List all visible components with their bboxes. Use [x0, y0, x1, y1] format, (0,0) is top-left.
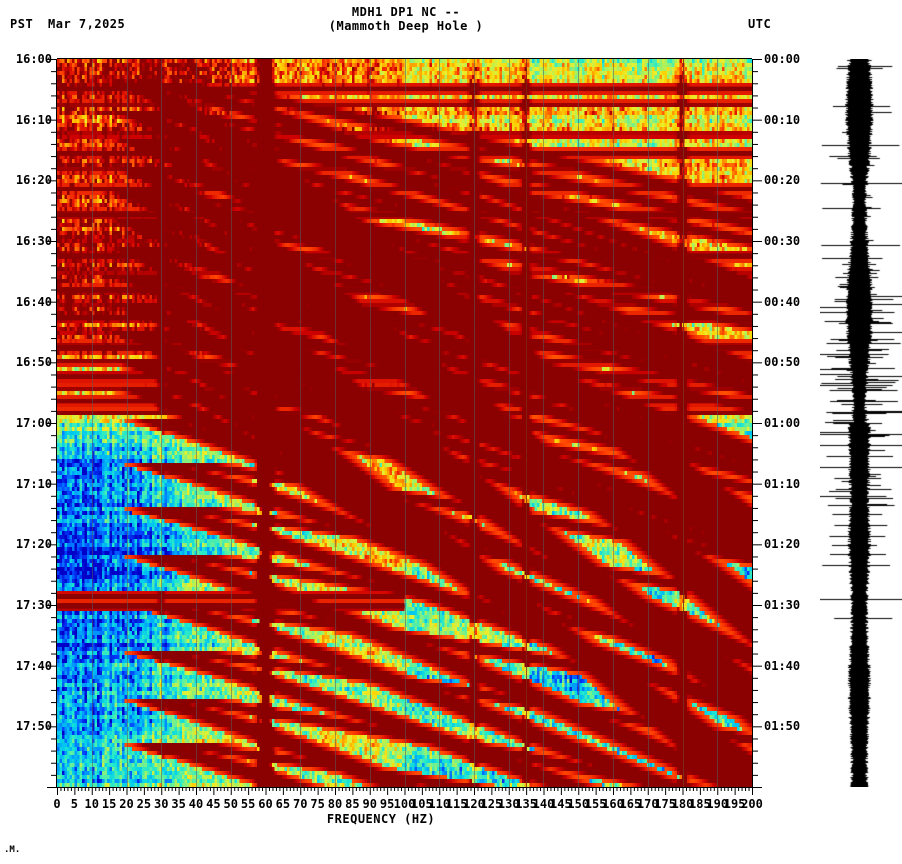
- x-axis-tick-label: 170: [636, 797, 659, 811]
- x-axis-tick-label: 40: [188, 797, 204, 811]
- x-axis-tick-label: 105: [411, 797, 433, 811]
- station-name-title: (Mammoth Deep Hole ): [328, 19, 484, 33]
- y-axis-right-tick-label: 00:40: [764, 294, 801, 309]
- x-axis-tick-label: 100: [393, 797, 416, 811]
- y-axis-left-tick-label: 16:10: [15, 112, 52, 127]
- spectrogram-plot-area: [57, 59, 752, 787]
- x-axis-tick-label: 185: [689, 797, 711, 811]
- date-label: Mar 7,2025: [48, 17, 126, 31]
- x-axis-tick-label: 50: [223, 797, 238, 811]
- x-axis-tick-label: 115: [445, 797, 468, 811]
- y-axis-right-tick-label: 01:00: [764, 416, 801, 430]
- x-axis-tick-label: 60: [258, 797, 273, 811]
- amplitude-trace-canvas: [820, 59, 902, 787]
- y-axis-left-tick-label: 17:40: [15, 658, 52, 673]
- station-code-title: MDH1 DP1 NC --: [351, 5, 461, 19]
- x-axis-tick-label: 65: [275, 797, 291, 811]
- y-axis-right-tick-label: 00:30: [764, 234, 801, 248]
- x-axis-tick-label: 15: [101, 797, 117, 811]
- x-axis-tick-label: 110: [428, 797, 451, 811]
- x-axis-tick-label: 155: [584, 797, 607, 811]
- y-axis-left-tick-label: 17:50: [15, 719, 52, 734]
- y-axis-right-tick-label: 01:30: [764, 598, 801, 612]
- x-axis-tick-label: 145: [550, 797, 572, 811]
- x-axis-tick-label: 180: [671, 797, 694, 811]
- y-axis-right-tick-label: 00:50: [764, 355, 801, 370]
- x-axis-tick-label: 20: [119, 797, 134, 811]
- x-axis-tick-label: 80: [327, 797, 343, 811]
- y-axis-left-tick-label: 17:20: [15, 537, 52, 552]
- x-axis-tick-label: 135: [515, 797, 537, 811]
- x-axis-tick-label: 90: [362, 797, 377, 811]
- x-axis-tick-label: 85: [345, 797, 360, 811]
- y-axis-left-tick-label: 16:30: [15, 234, 52, 248]
- x-axis-tick-label: 35: [171, 797, 186, 811]
- x-axis-tick-label: 165: [619, 797, 642, 811]
- y-axis-left-tick-label: 16:50: [15, 355, 52, 370]
- x-axis-tick-label: 95: [379, 797, 395, 811]
- amplitude-trace-panel: [820, 59, 902, 787]
- x-axis-tick-label: 140: [532, 797, 555, 811]
- y-axis-right-tick-label: 00:00: [764, 52, 801, 66]
- x-axis-tick-label: 75: [310, 797, 325, 811]
- x-axis-tick-label: 120: [463, 797, 485, 811]
- x-axis-tick-label: 70: [293, 797, 308, 811]
- corner-artifact-mark: .M.: [4, 845, 21, 855]
- y-axis-right-tick-label: 00:20: [764, 173, 801, 188]
- x-axis-tick-label: 5: [70, 797, 78, 811]
- x-axis-tick-label: 0: [53, 797, 61, 811]
- x-axis-tick-label: 195: [723, 797, 746, 811]
- y-axis-right-tick-label: 01:20: [764, 537, 801, 552]
- x-axis-tick-label: 55: [240, 797, 256, 811]
- y-axis-right-tick-label: 01:50: [764, 719, 801, 734]
- y-axis-left-tick-label: 17:30: [15, 598, 52, 612]
- x-axis-title: FREQUENCY (HZ): [326, 812, 436, 826]
- x-axis-tick-label: 160: [602, 797, 624, 811]
- x-axis-tick-label: 130: [497, 797, 520, 811]
- y-axis-right-tick-label: 00:10: [764, 112, 801, 127]
- y-axis-left-tick-label: 17:00: [15, 416, 52, 430]
- y-axis-left-tick-label: 16:00: [15, 52, 52, 66]
- y-axis-left-tick-label: 16:40: [15, 294, 52, 309]
- y-axis-right-tick-label: 01:10: [764, 476, 801, 491]
- x-axis-tick-label: 10: [84, 797, 99, 811]
- x-axis-tick-label: 25: [136, 797, 152, 811]
- x-axis-tick-label: 125: [480, 797, 503, 811]
- x-axis-tick-label: 175: [654, 797, 676, 811]
- x-axis-tick-label: 200: [741, 797, 763, 811]
- y-axis-left-tick-label: 17:10: [15, 476, 52, 491]
- timezone-label-left: PST: [10, 17, 34, 31]
- x-axis-tick-label: 190: [706, 797, 729, 811]
- x-axis-tick-label: 30: [154, 797, 169, 811]
- x-axis-tick-label: 45: [206, 797, 221, 811]
- spectrogram-canvas: [57, 59, 752, 787]
- y-axis-right-tick-label: 01:40: [764, 658, 801, 673]
- y-axis-left-tick-label: 16:20: [15, 173, 52, 188]
- timezone-label-right: UTC: [748, 17, 772, 31]
- x-axis-tick-label: 150: [567, 797, 590, 811]
